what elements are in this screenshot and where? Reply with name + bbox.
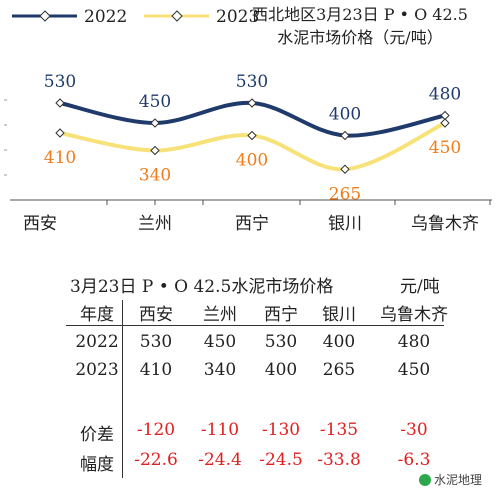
point-2023-0 [55, 128, 65, 138]
data-label-2023-0: 410 [44, 148, 76, 168]
table-header-5: 乌鲁木齐 [380, 305, 448, 325]
table-cell-0-3: 400 [322, 332, 356, 352]
table-cell-2-3: -135 [319, 420, 359, 440]
table-row-label-2: 价差 [80, 425, 114, 445]
chart-legend: 2022 2023 [12, 7, 259, 27]
x-label-0: 西安 [23, 214, 57, 234]
point-2022-2 [247, 98, 257, 108]
chart-axes [4, 99, 492, 205]
chart-title: 西北地区3月23日 P • O 42.5 水泥市场价格（元/吨） [252, 5, 468, 47]
series-line-2022 [59, 100, 446, 138]
table-divider-vertical [122, 300, 123, 478]
watermark-text: 水泥地理 [433, 473, 482, 487]
chart-title-line-1: 水泥市场价格（元/吨） [277, 28, 442, 47]
data-label-2022-1: 450 [139, 92, 171, 112]
brand-icon [418, 474, 431, 486]
x-tick-labels: 西安 兰州 西宁 银川 乌鲁木齐 [23, 214, 479, 234]
table-row-label-0: 2022 [75, 332, 119, 352]
table-divider-horizontal [66, 325, 444, 326]
table-header-2: 兰州 [203, 305, 237, 325]
table-cell-2-0: -120 [136, 420, 176, 440]
table-row-label-1: 2023 [75, 360, 119, 380]
table-cell-3-4: -6.3 [397, 450, 431, 470]
data-label-2023-1: 340 [139, 166, 171, 186]
legend-marker-2022 [39, 10, 51, 22]
point-2022-1 [150, 118, 160, 128]
table-cell-3-2: -24.5 [259, 450, 303, 470]
x-label-3: 银川 [328, 214, 362, 234]
table-cell-0-1: 450 [203, 332, 237, 352]
table-cell-0-2: 530 [264, 332, 298, 352]
point-2022-0 [55, 98, 65, 108]
point-2023-1 [150, 145, 160, 156]
data-label-2022-0: 530 [44, 72, 76, 92]
table-cell-3-1: -24.4 [198, 450, 242, 470]
point-2023-4 [440, 118, 450, 128]
table-cell-3-0: -22.6 [134, 450, 178, 470]
table-cell-1-4: 450 [397, 360, 431, 380]
table-cell-2-4: -30 [400, 420, 428, 440]
table-cell-1-1: 340 [203, 360, 237, 380]
table-cell-1-0: 410 [139, 360, 173, 380]
line-chart: 2022 2023 西北地区3月23日 P • O 42.5 水泥市场价格（元/吨）… [4, 5, 492, 234]
data-label-2022-4: 480 [429, 85, 461, 105]
legend-label-2022: 2022 [84, 7, 127, 27]
table-cell-0-4: 480 [397, 332, 431, 352]
table-cell-0-0: 530 [139, 332, 173, 352]
data-label-2023-3: 265 [329, 184, 361, 204]
table-cell-3-3: -33.8 [317, 450, 361, 470]
table-header-0: 年度 [80, 305, 114, 325]
point-2023-3 [340, 164, 350, 174]
table-header-1: 西安 [139, 305, 173, 325]
point-2023-2 [247, 130, 257, 141]
table-cell-1-2: 400 [264, 360, 298, 380]
legend-label-2023: 2023 [216, 7, 259, 27]
point-2022-4 [440, 110, 450, 121]
table-cell-2-2: -130 [261, 420, 301, 440]
table-cell-2-1: -110 [200, 420, 240, 440]
chart-title-line-0: 西北地区3月23日 P • O 42.5 [252, 5, 468, 24]
table-header-3: 西宁 [264, 305, 298, 325]
table-unit: 元/吨 [400, 277, 440, 297]
chart-series: 530 450 530 400 480 410 340 400 265 450 [44, 72, 461, 204]
x-label-2: 西宁 [235, 214, 269, 234]
table-title: 3月23日 P • O 42.5水泥市场价格 [70, 277, 334, 297]
table-row-label-3: 幅度 [80, 455, 114, 475]
table-cell-1-3: 265 [322, 360, 356, 380]
data-label-2023-2: 400 [236, 151, 268, 171]
data-label-2022-2: 530 [236, 72, 268, 92]
table-header-4: 银川 [322, 305, 356, 325]
point-2022-3 [340, 130, 350, 141]
legend-marker-2023 [171, 10, 183, 22]
data-label-2023-4: 450 [429, 138, 461, 158]
data-label-2022-3: 400 [329, 105, 361, 125]
x-label-4: 乌鲁木齐 [411, 214, 479, 234]
watermark: 水泥地理 [412, 469, 488, 490]
x-label-1: 兰州 [138, 214, 172, 234]
